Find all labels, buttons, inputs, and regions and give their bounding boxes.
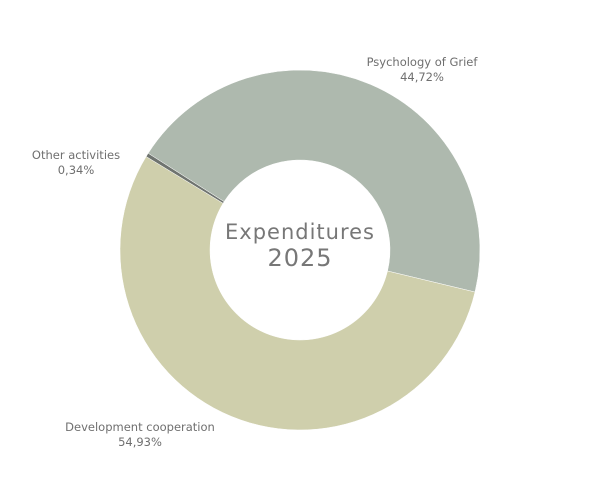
slice-label: Development cooperation [65,420,215,434]
chart-subtitle: 2025 [267,244,332,272]
slice-psychology-of-grief [147,69,481,293]
slice-other-activities [145,152,225,204]
slice-development-cooperation [119,156,476,431]
slice-value-label: 54,93% [118,435,162,449]
slice-value-label: 44,72% [400,70,444,84]
slices-group [119,69,481,431]
slice-value-label: 0,34% [58,163,95,177]
chart-title: Expenditures [225,220,375,244]
slice-label: Psychology of Grief [367,55,479,69]
slice-label: Other activities [32,148,120,162]
